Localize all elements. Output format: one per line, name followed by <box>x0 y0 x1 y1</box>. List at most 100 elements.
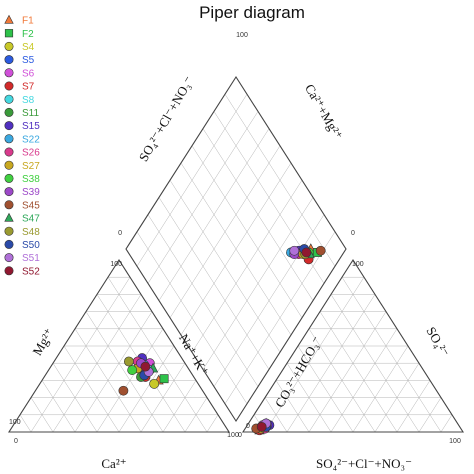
legend-marker-s7 <box>4 81 14 91</box>
legend-marker-s51 <box>4 253 14 263</box>
legend-label-s39: S39 <box>22 187 40 198</box>
point-cation-s48 <box>123 356 134 367</box>
anion-grid-line <box>264 277 365 433</box>
diamond-grid-line <box>180 162 292 336</box>
cation-grid-line <box>118 345 175 433</box>
tick-label: 0 <box>351 230 355 237</box>
legend-marker-f1 <box>4 14 14 24</box>
grid-layer <box>19 94 453 433</box>
cation-grid-line <box>206 414 219 433</box>
point-diamond-s51 <box>289 245 300 256</box>
diamond-grid-line <box>136 94 248 267</box>
legend-label-s4: S4 <box>22 42 35 53</box>
point-cation-s45 <box>118 385 129 396</box>
point-diamond-s45 <box>315 245 326 256</box>
axis-title-cation-right: Na⁺+K⁺ <box>176 331 212 378</box>
anion-grid-line <box>275 380 310 433</box>
tick-label: 0 <box>14 438 18 445</box>
anion-grid-line <box>440 414 453 433</box>
cation-triangle-outline <box>7 258 231 433</box>
legend-label-s15: S15 <box>22 121 40 132</box>
legend-label-s51: S51 <box>22 253 40 264</box>
legend-marker-s52 <box>4 266 14 276</box>
legend-label-s52: S52 <box>22 266 40 277</box>
legend-marker-s15 <box>4 121 14 131</box>
anion-grid-line <box>341 277 442 433</box>
anion-grid-line <box>352 345 409 433</box>
diamond-grid-line <box>169 145 281 318</box>
legend-marker-s50 <box>4 239 14 249</box>
point-cation-f2 <box>159 374 169 384</box>
legend-marker-s47 <box>4 212 14 222</box>
legend-marker-s48 <box>4 226 14 236</box>
cation-grid-line <box>85 311 164 433</box>
point-diamond-s52 <box>301 247 312 258</box>
legend-label-s27: S27 <box>22 161 40 172</box>
cation-grid-line <box>63 345 120 433</box>
tick-label: 100 <box>110 261 122 268</box>
anion-grid-line <box>396 380 431 433</box>
anion-grid-line <box>286 294 376 433</box>
tick-label: 0 <box>238 432 242 439</box>
anion-triangle-outline <box>241 258 465 433</box>
legend-marker-s27 <box>4 160 14 170</box>
cation-grid-line <box>162 380 197 433</box>
outline-layer <box>7 75 465 433</box>
legend: F1 F2 S4 S5 S6 S7 S8 S11 S15 S22 S26 S27 S38 S39 S45 S4… <box>4 14 40 277</box>
legend-marker-s39 <box>4 187 14 197</box>
diamond-grid-line <box>191 145 303 318</box>
legend-label-s5: S5 <box>22 55 35 66</box>
legend-marker-s11 <box>4 107 14 117</box>
legend-marker-s26 <box>4 147 14 157</box>
tick-label: 100 <box>236 32 248 39</box>
tick-label: 0 <box>118 230 122 237</box>
axis-title-anion-bottom: SO₄²⁻+Cl⁻+NO₃⁻ <box>316 456 412 471</box>
legend-label-s11: S11 <box>22 108 39 119</box>
legend-label-s48: S48 <box>22 227 40 238</box>
axis-title-diamond-upper-left: SO₄²⁻+Cl⁻+NO₃⁻ <box>136 73 197 164</box>
legend-marker-f2 <box>4 29 14 38</box>
legend-marker-s22 <box>4 134 14 144</box>
legend-label-s26: S26 <box>22 148 40 159</box>
point-cation-s52 <box>140 361 151 372</box>
diamond-grid-line <box>202 128 314 301</box>
point-cation-s4 <box>149 378 160 389</box>
tick-label: 100 <box>449 438 461 445</box>
axis-title-diamond-upper-right: Ca²⁺+Mg²⁺ <box>302 81 346 142</box>
diamond-grid-line <box>224 94 336 267</box>
anion-grid-line <box>308 311 387 433</box>
diamond-grid-line <box>158 128 270 301</box>
diamond-outline <box>125 75 347 423</box>
legend-label-s22: S22 <box>22 134 40 145</box>
point-anion-s52 <box>256 421 267 432</box>
legend-label-f1: F1 <box>22 16 34 27</box>
anion-grid-line <box>330 294 420 433</box>
cation-grid-line <box>19 414 32 433</box>
axis-titles: SO₄²⁻+Cl⁻+NO₃⁻ Ca²⁺+Mg²⁺Mg²⁺ Na⁺+K⁺Ca²⁺CO₃… <box>29 73 452 471</box>
legend-marker-s6 <box>4 68 14 78</box>
chart-title: Piper diagram <box>199 3 305 22</box>
legend-label-s45: S45 <box>22 200 40 211</box>
legend-label-s47: S47 <box>22 214 40 225</box>
cation-grid-line <box>107 277 208 433</box>
cation-grid-line <box>74 311 153 433</box>
anion-grid-line <box>297 345 354 433</box>
legend-label-s7: S7 <box>22 82 35 93</box>
cation-grid-line <box>41 380 76 433</box>
axis-title-cation-left: Mg²⁺ <box>29 326 56 358</box>
cation-grid-line <box>52 294 142 433</box>
data-points <box>118 243 326 436</box>
tick-label: 100 <box>352 261 364 268</box>
point-cation-s38 <box>127 365 138 375</box>
legend-label-f2: F2 <box>22 29 34 40</box>
axis-title-anion-right: SO₄²⁻ <box>423 324 452 359</box>
tick-label: 0 <box>246 423 250 430</box>
legend-label-s6: S6 <box>22 68 35 79</box>
legend-marker-s5 <box>4 55 14 65</box>
legend-label-s38: S38 <box>22 174 40 185</box>
diamond-grid-line <box>147 111 259 284</box>
tick-label: 100 <box>227 432 239 439</box>
axis-title-cation-bottom: Ca²⁺ <box>101 456 126 471</box>
